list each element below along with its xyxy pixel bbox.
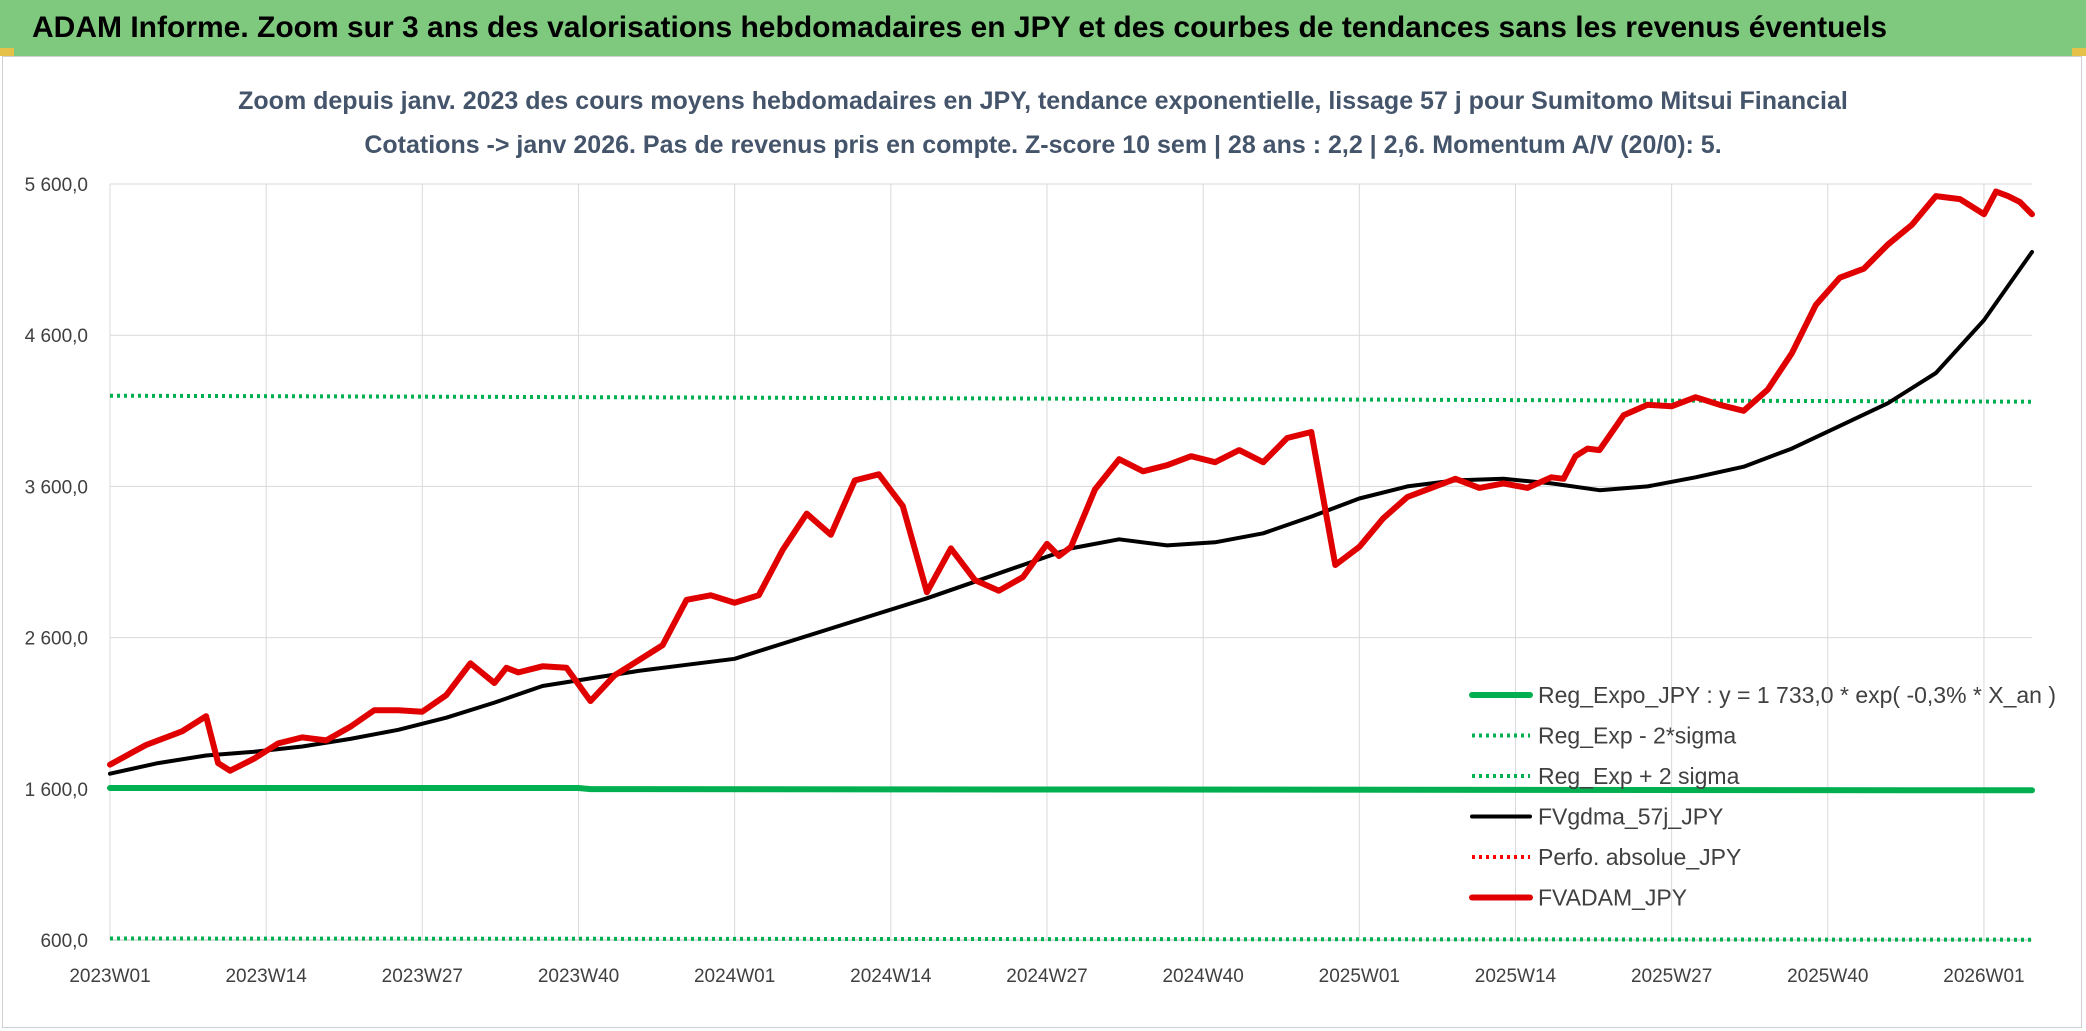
chart-legend: Reg_Expo_JPY : y = 1 733,0 * exp( -0,3% … [1469, 682, 2056, 911]
x-tick-label: 2023W40 [538, 966, 619, 987]
chart-grid [109, 183, 2032, 941]
series-line-2 [109, 393, 2033, 404]
x-tick-label: 2026W01 [1943, 966, 2024, 987]
x-tick-label: 2024W27 [1006, 966, 1087, 987]
chart-series [107, 188, 2035, 942]
y-tick-label: 600,0 [40, 931, 88, 952]
banner-corner-right [2072, 48, 2086, 56]
x-tick-label: 2025W40 [1787, 966, 1868, 987]
y-tick-label: 2 600,0 [25, 629, 88, 650]
series-line-1 [109, 936, 2033, 942]
report-banner: ADAM Informe. Zoom sur 3 ans des valoris… [0, 0, 2086, 56]
legend-label: Perfo. absolue_JPY [1538, 844, 1741, 870]
chart-ticks: 600,0 1 600,0 2 600,0 3 600,0 4 600,0 5 600,0… [25, 175, 2025, 987]
x-tick-label: 2024W14 [850, 966, 932, 987]
legend-label: FVADAM_JPY [1538, 885, 1687, 911]
series-line-0 [107, 785, 2035, 794]
x-tick-label: 2023W14 [225, 966, 307, 987]
x-tick-label: 2025W27 [1631, 966, 1712, 987]
x-tick-label: 2025W01 [1319, 966, 1400, 987]
x-tick-label: 2024W01 [694, 966, 775, 987]
chart-subtitle: Cotations -> janv 2026. Pas de revenus p… [364, 131, 1721, 159]
legend-label: Reg_Exp + 2 sigma [1538, 763, 1740, 789]
x-tick-label: 2024W40 [1162, 966, 1243, 987]
y-tick-label: 5 600,0 [25, 175, 88, 196]
series-line-5 [107, 188, 2035, 774]
y-tick-label: 3 600,0 [25, 477, 88, 498]
chart-frame [2, 56, 2082, 1028]
legend-label: FVgdma_57j_JPY [1538, 804, 1723, 830]
x-tick-label: 2023W27 [382, 966, 463, 987]
legend-label: Reg_Expo_JPY : y = 1 733,0 * exp( -0,3% … [1538, 682, 2056, 708]
banner-corner-left [0, 48, 14, 56]
legend-label: Reg_Exp - 2*sigma [1538, 723, 1736, 749]
x-tick-label: 2025W14 [1475, 966, 1557, 987]
y-tick-label: 1 600,0 [25, 780, 88, 801]
chart-title: Zoom depuis janv. 2023 des cours moyens … [238, 87, 1848, 115]
x-tick-label: 2023W01 [69, 966, 150, 987]
y-tick-label: 4 600,0 [25, 326, 88, 347]
